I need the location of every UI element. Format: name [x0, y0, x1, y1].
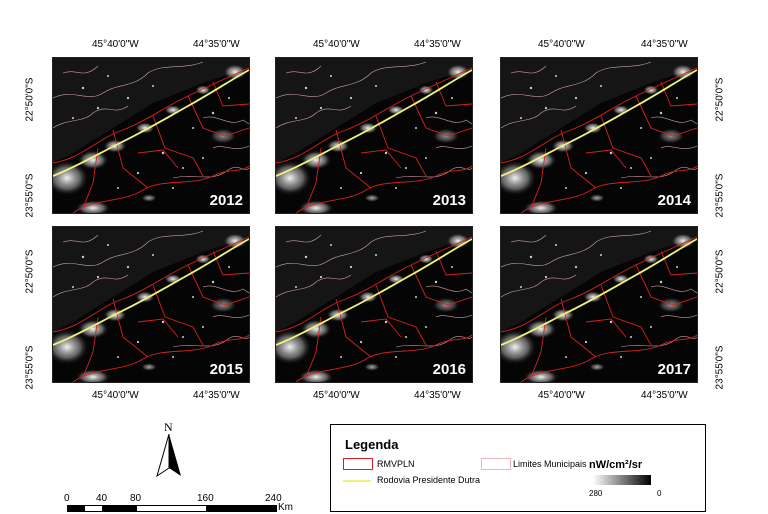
lon-label-bottom-1-right: 44°35'0"W [193, 390, 240, 401]
lat-label-right-bottom-2: 23°55'0"S [714, 345, 726, 390]
lon-label-bottom-2-right: 44°35'0"W [414, 390, 461, 401]
scale-unit: Km [278, 502, 293, 513]
map-panel-2016: 2016 [275, 226, 473, 383]
limites-label: Limites Municipais [513, 459, 587, 469]
scale-tick-160: 160 [197, 493, 214, 504]
dutra-label: Rodovia Presidente Dutra [377, 475, 481, 485]
radiance-ramp [593, 475, 651, 485]
year-label: 2014 [657, 192, 691, 209]
night-lights-map [276, 227, 472, 382]
night-lights-map [276, 58, 472, 213]
lon-label-top-3-right: 44°35'0"W [641, 39, 688, 50]
limites-swatch [481, 458, 511, 470]
year-label: 2017 [657, 361, 691, 378]
ramp-min-label: 0 [657, 489, 662, 498]
map-panel-2014: 2014 [500, 57, 698, 214]
year-label: 2012 [209, 192, 243, 209]
lon-label-top-2-right: 44°35'0"W [414, 39, 461, 50]
lon-label-top-1-right: 44°35'0"W [193, 39, 240, 50]
lon-label-bottom-3-right: 44°35'0"W [641, 390, 688, 401]
scale-tick-80: 80 [130, 493, 142, 504]
lon-label-bottom-2-left: 45°40'0"W [313, 390, 360, 401]
lat-label-left-bottom-2: 23°55'0"S [24, 345, 36, 390]
lat-label-left-bottom-1: 23°55'0"S [24, 173, 36, 218]
night-lights-map [501, 58, 697, 213]
rmvpln-swatch [343, 458, 373, 470]
scale-tick-0: 0 [64, 493, 70, 504]
north-arrow-icon [156, 434, 181, 478]
scale-tick-40: 40 [96, 493, 108, 504]
lat-label-left-top-2: 22°50'0"S [24, 249, 36, 294]
dutra-swatch [343, 480, 371, 482]
lon-label-bottom-1-left: 45°40'0"W [92, 390, 139, 401]
lon-label-top-3-left: 45°40'0"W [538, 39, 585, 50]
map-panel-2017: 2017 [500, 226, 698, 383]
lat-label-left-top-1: 22°50'0"S [24, 77, 36, 122]
year-label: 2015 [209, 361, 243, 378]
scale-bar-segments [67, 505, 277, 512]
lon-label-bottom-3-left: 45°40'0"W [538, 390, 585, 401]
lon-label-top-2-left: 45°40'0"W [313, 39, 360, 50]
night-lights-map [501, 227, 697, 382]
rmvpln-label: RMVPLN [377, 459, 415, 469]
legend-title: Legenda [345, 437, 399, 452]
map-panel-2012: 2012 [52, 57, 250, 214]
year-label: 2013 [432, 192, 466, 209]
legend: Legenda RMVPLN Rodovia Presidente Dutra … [330, 424, 706, 512]
ramp-max-label: 280 [589, 489, 603, 498]
lon-label-top-1-left: 45°40'0"W [92, 39, 139, 50]
scale-bar: 0 40 80 160 240 Km [64, 493, 294, 513]
map-panel-2013: 2013 [275, 57, 473, 214]
lat-label-right-bottom-1: 23°55'0"S [714, 173, 726, 218]
scale-tick-240: 240 [265, 493, 282, 504]
north-label: N [164, 420, 173, 434]
ramp-title: nW/cm²/sr [589, 459, 643, 471]
lat-label-right-top-2: 22°50'0"S [714, 249, 726, 294]
lat-label-right-top-1: 22°50'0"S [714, 77, 726, 122]
north-arrow: N [154, 420, 184, 480]
year-label: 2016 [432, 361, 466, 378]
map-panel-2015: 2015 [52, 226, 250, 383]
night-lights-map [53, 58, 249, 213]
night-lights-map [53, 227, 249, 382]
